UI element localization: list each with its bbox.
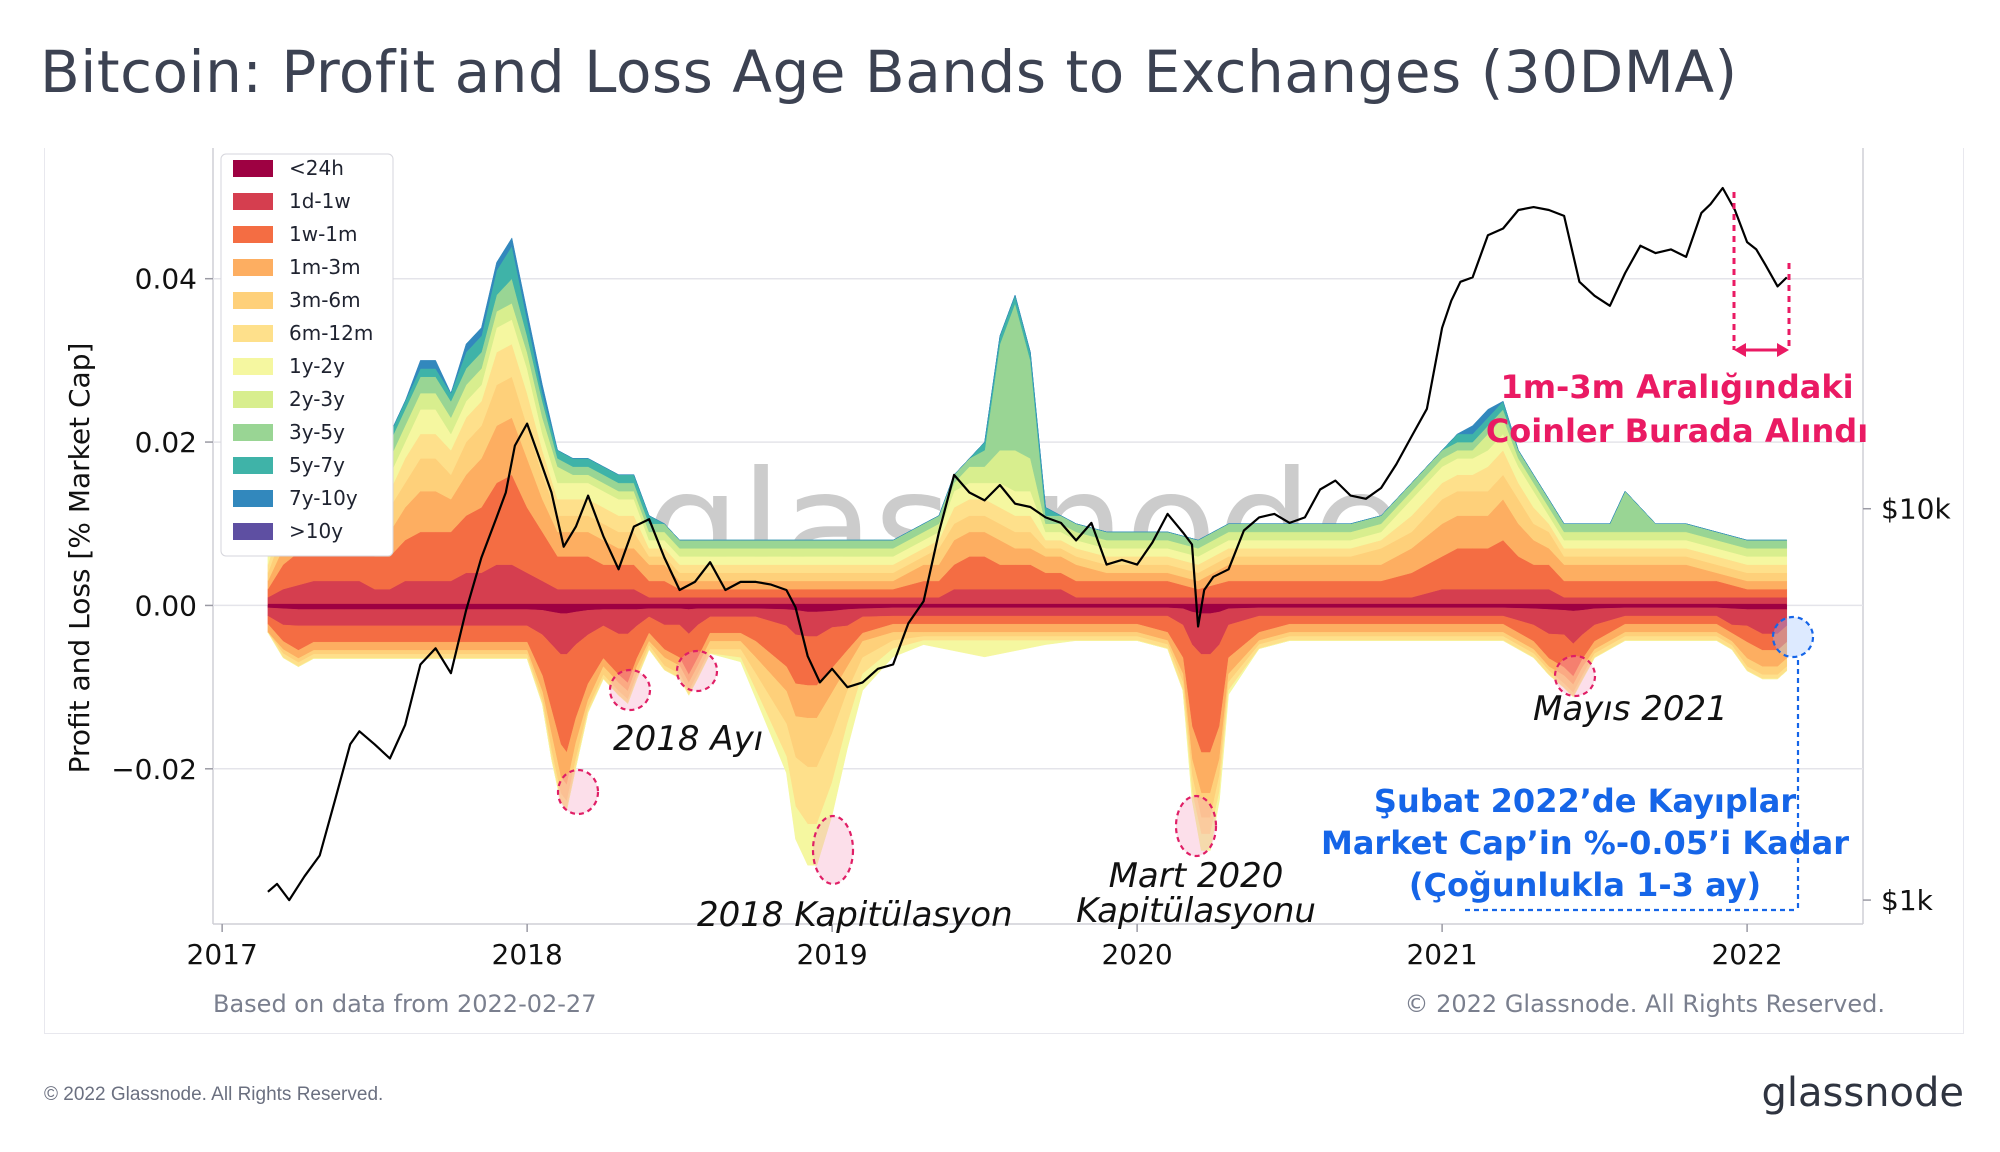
loss-band-1y-2y (267, 632, 1788, 866)
y-tick-label: 0.02 (135, 426, 197, 459)
legend: <24h 1d-1w 1w-1m 1m-3m 3m-6m 6m-12m 1y-2y 2y-3y… (220, 153, 394, 557)
y-axis-label: Profit and Loss [% Market Cap] (63, 343, 96, 774)
marker-feb-2022 (1771, 615, 1815, 659)
legend-swatch (233, 457, 273, 474)
source-note: Based on data from 2022-02-27 (213, 990, 596, 1018)
note-pink-line2: Coinler Burada Alındı (1486, 412, 1868, 450)
age-bands (267, 237, 1788, 866)
note-mayis-2021: Mayıs 2021 (1533, 689, 1728, 729)
page-title: Bitcoin: Profit and Loss Age Bands to Ex… (40, 38, 1738, 106)
legend-label: 1w-1m (289, 222, 358, 246)
legend-label: 5y-7y (289, 453, 345, 477)
y-axis-ticks: 0.04 0.02 0.00 −0.02 (111, 263, 213, 786)
chart-panel: glassnode 0.040.020.00−0.02 201720182019… (44, 148, 1964, 1034)
marker-feb-2018 (556, 768, 600, 816)
y-tick-label: 0.04 (135, 263, 197, 296)
marker-dec-2018 (811, 814, 855, 886)
note-blue-line1: Şubat 2022’de Kayıplar (1374, 782, 1796, 820)
x-tick-label: 2021 (1406, 938, 1477, 971)
range-arrow (1734, 343, 1789, 357)
note-mart-2020: Mart 2020 (1109, 856, 1284, 896)
x-tick-label: 2018 (492, 938, 563, 971)
note-blue-line2: Market Cap’in %-0.05’i Kadar (1321, 824, 1849, 862)
legend-swatch (233, 358, 273, 375)
legend-label: 7y-10y (289, 486, 358, 510)
legend-label: 6m-12m (289, 321, 373, 345)
blue-connector (1465, 660, 1800, 912)
profit-band-7y-10y (267, 237, 1788, 549)
legend-swatch (233, 523, 273, 540)
legend-swatch (233, 193, 273, 210)
marker-may-2021 (1553, 654, 1597, 698)
legend-label: <24h (289, 156, 344, 180)
brand-logo: glassnode (1761, 1070, 1964, 1116)
legend-label: 1m-3m (289, 255, 361, 279)
y2-tick-label: $10k (1881, 493, 1951, 526)
legend-swatch (233, 325, 273, 342)
annotation-markers (556, 649, 1597, 886)
marker-jun-2018 (675, 649, 719, 693)
legend-label: 2y-3y (289, 387, 345, 411)
x-tick-label: 2020 (1101, 938, 1172, 971)
legend-box (220, 153, 394, 557)
price-line (267, 186, 1788, 902)
legend-swatch (233, 292, 273, 309)
legend-swatch (233, 424, 273, 441)
x-tick-label: 2017 (187, 938, 258, 971)
legend-label: 1y-2y (289, 354, 345, 378)
note-blue-line3: (Çoğunlukla 1-3 ay) (1409, 866, 1761, 904)
price-line-group (267, 186, 1788, 902)
y-tick-label: −0.02 (111, 753, 197, 786)
legend-label: 3y-5y (289, 420, 345, 444)
footer-copyright: © 2022 Glassnode. All Rights Reserved. (44, 1084, 384, 1105)
legend-label: 1d-1w (289, 189, 351, 213)
y-tick-label: 0.00 (135, 589, 197, 622)
legend-label: 3m-6m (289, 288, 361, 312)
note-2018-kapitulasyon: 2018 Kapitülasyon (697, 895, 1013, 935)
range-bracket (1732, 192, 1791, 350)
marker-mar-2020 (1174, 794, 1218, 858)
legend-swatch (233, 490, 273, 507)
legend-swatch (233, 259, 273, 276)
note-2018-ay: 2018 Ayı (613, 719, 763, 759)
x-axis-ticks: 2017 2018 2019 2020 2021 2022 (187, 924, 1783, 971)
legend-swatch (233, 391, 273, 408)
x-tick-label: 2019 (796, 938, 867, 971)
note-mart-2020-kap: Kapitülasyonu (1076, 891, 1316, 931)
y2-tick-label: $1k (1881, 884, 1934, 917)
note-pink-line1: 1m-3m Aralığındaki (1500, 368, 1853, 406)
y2-axis-ticks: $10k $1k (1863, 493, 1951, 917)
legend-swatch (233, 160, 273, 177)
chart: glassnode 0.040.020.00−0.02 201720182019… (63, 148, 1951, 1018)
marker-apr-2018 (608, 668, 652, 712)
legend-label: >10y (289, 519, 343, 543)
copyright-note: © 2022 Glassnode. All Rights Reserved. (1404, 990, 1885, 1018)
x-tick-label: 2022 (1711, 938, 1782, 971)
legend-swatch (233, 226, 273, 243)
